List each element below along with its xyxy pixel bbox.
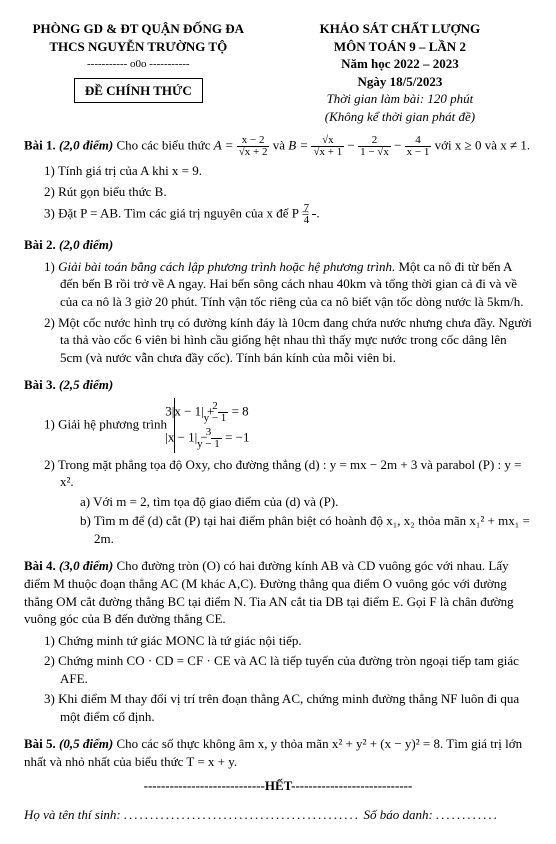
bai-1-item-2: 2) Rút gọn biểu thức B. [44,183,532,201]
page-header: PHÒNG GD & ĐT QUẬN ĐỐNG ĐA THCS NGUYỄN T… [24,20,532,125]
bai-1: Bài 1. (2,0 điểm) Cho các biểu thức A = … [24,135,532,226]
bai-2-items: 1) Giải bài toán bằng cách lập phương tr… [24,258,532,366]
bai-2: Bài 2. (2,0 điểm) 1) Giải bài toán bằng … [24,236,532,366]
bai-1-intro: Cho các biểu thức [116,138,213,153]
header-right: KHẢO SÁT CHẤT LƯỢNG MÔN TOÁN 9 – LẦN 2 N… [268,20,532,125]
bai-5-title: Bài 5. [24,736,56,751]
name-fill: ........................................… [124,807,360,822]
bai-4-item-3: 3) Khi điểm M thay đổi vị trí trên đoạn … [44,690,532,725]
sbd-fill: ............ [436,807,499,822]
bai-5: Bài 5. (0,5 điểm) Cho các số thực không … [24,735,532,770]
expr-B: B = [288,138,311,153]
header-left: PHÒNG GD & ĐT QUẬN ĐỐNG ĐA THCS NGUYỄN T… [24,20,253,125]
bai-3-title: Bài 3. [24,377,56,392]
bai-1-cond: với x ≥ 0 và x ≠ 1. [435,138,531,153]
bai-4-item-1: 1) Chứng minh tứ giác MONC là tứ giác nộ… [44,632,532,650]
exam-title-2: MÔN TOÁN 9 – LẦN 2 [268,38,532,56]
footer-line: Họ và tên thí sinh: ....................… [24,806,532,824]
end-marker: ----------------------------HẾT---------… [24,777,532,795]
duration-line: Thời gian làm bài: 120 phút [268,90,532,108]
exam-title-1: KHẢO SÁT CHẤT LƯỢNG [268,20,532,38]
frac-B3: 4x − 1 [405,135,432,158]
bai-4-item-2: 2) Chứng minh CO · CD = CF · CE và AC là… [44,652,532,687]
bai-4-pts: (3,0 điểm) [59,558,113,573]
dept-line: PHÒNG GD & ĐT QUẬN ĐỐNG ĐA [24,20,253,38]
eq-1: 3|x − 1| + 2y − 1 = 8 [181,401,249,424]
bai-3-item-2a: a) Với m = 2, tìm tọa độ giao điểm của (… [80,493,532,511]
ooo-divider: ----------- o0o ----------- [24,57,253,72]
and-text: và [273,138,289,153]
bai-2-pts: (2,0 điểm) [59,237,113,252]
bai-3-item-1: 1) Giải hệ phương trình 3|x − 1| + 2y − … [44,398,532,453]
note-line: (Không kể thời gian phát đề) [268,108,532,126]
bai-4: Bài 4. (3,0 điểm) Cho đường tròn (O) có … [24,557,532,725]
name-label: Họ và tên thí sinh: [24,807,124,822]
bai-2-title: Bài 2. [24,237,56,252]
bai-1-item-3: 3) Đặt P = AB. Tìm các giá trị nguyên củ… [44,203,532,226]
bai-2-item-1: 1) Giải bài toán bằng cách lập phương tr… [44,258,532,311]
sbd-label: Số báo danh: [360,807,436,822]
bai-3-item-2b: b) Tìm m để (d) cắt (P) tại hai điểm phâ… [80,512,532,547]
bai-3-items: 1) Giải hệ phương trình 3|x − 1| + 2y − … [24,398,532,548]
system-brace: 3|x − 1| + 2y − 1 = 8 |x − 1| − 3y − 1 =… [174,398,249,453]
bai-5-pts: (0,5 điểm) [59,736,113,751]
frac-B2: 21 − √x [358,135,391,158]
bai-3: Bài 3. (2,5 điểm) 1) Giải hệ phương trìn… [24,376,532,547]
date-line: Ngày 18/5/2023 [268,73,532,91]
bai-3-subitems: a) Với m = 2, tìm tọa độ giao điểm của (… [60,493,532,548]
bai-1-title: Bài 1. [24,138,56,153]
year-line: Năm học 2022 – 2023 [268,55,532,73]
bai-3-pts: (2,5 điểm) [59,377,113,392]
bai-4-title: Bài 4. [24,558,56,573]
bai-2-item-2: 2) Một cốc nước hình trụ có đường kính đ… [44,314,532,367]
school-line: THCS NGUYỄN TRƯỜNG TỘ [24,38,253,56]
frac-A: x − 2√x + 2 [237,135,270,158]
bai-1-items: 1) Tính giá trị của A khi x = 9. 2) Rút … [24,162,532,226]
bai-1-item-1: 1) Tính giá trị của A khi x = 9. [44,162,532,180]
eq-2: |x − 1| − 3y − 1 = −1 [181,427,249,450]
bai-1-pts: (2,0 điểm) [59,138,113,153]
official-box: ĐỀ CHÍNH THỨC [74,78,203,104]
frac-B1: √x√x + 1 [311,135,344,158]
bai-4-items: 1) Chứng minh tứ giác MONC là tứ giác nộ… [24,632,532,726]
bai-3-item-2: 2) Trong mặt phẳng tọa độ Oxy, cho đường… [44,456,532,548]
expr-A: A = [214,138,237,153]
